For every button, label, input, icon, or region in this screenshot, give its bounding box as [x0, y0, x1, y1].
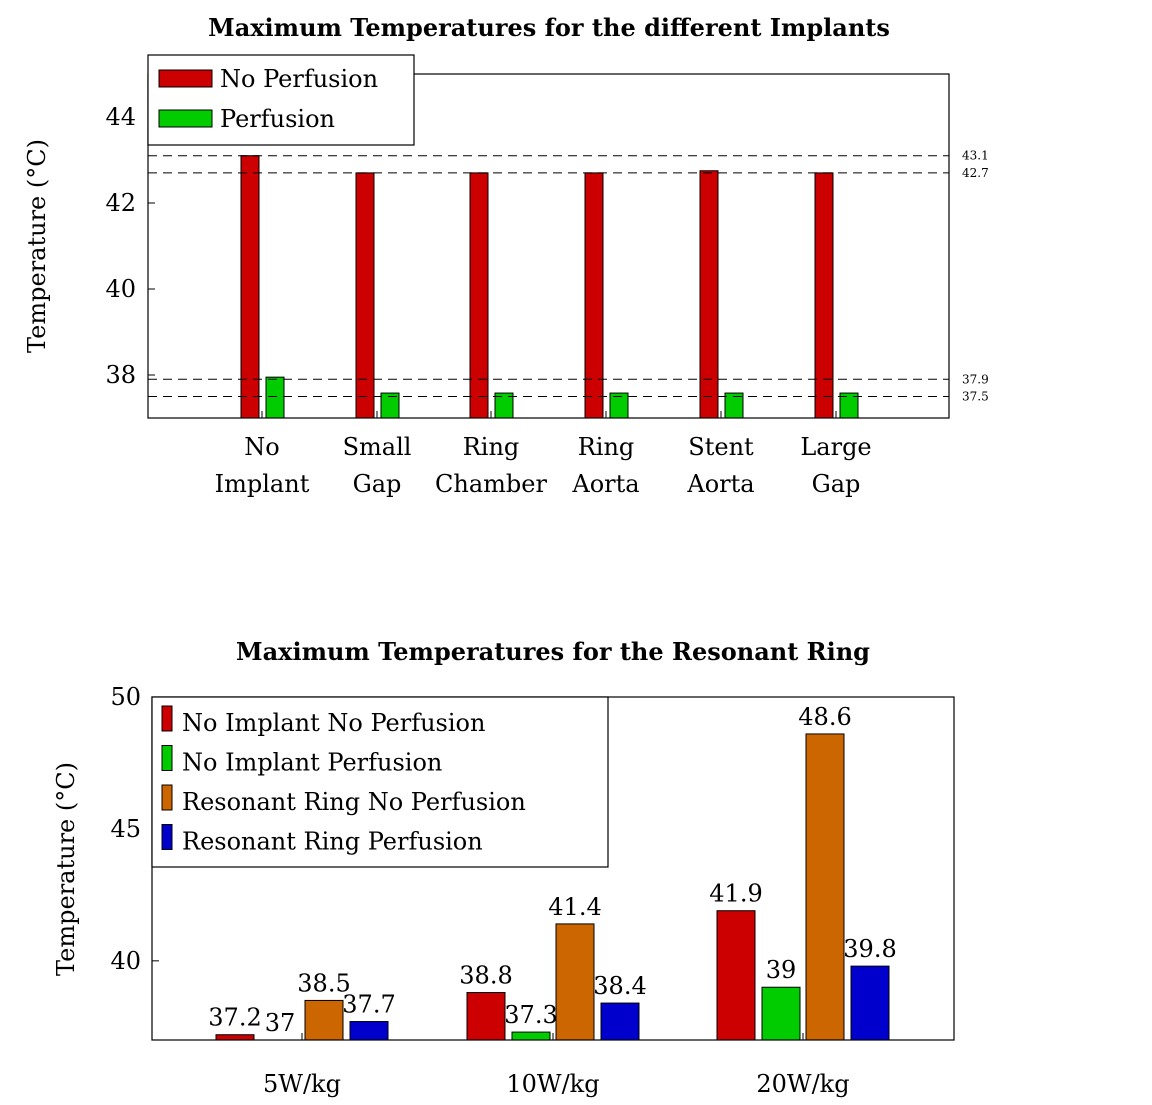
data-label: 37.7	[342, 991, 395, 1019]
data-label: 48.6	[798, 703, 851, 731]
legend-swatch-resonant-ring-perfusion	[161, 824, 173, 850]
reference-line-label: 37.5	[962, 390, 989, 404]
legend-label-resonant-ring-perfusion: Resonant Ring Perfusion	[182, 828, 483, 856]
bar-resonant-ring-perfusion-20w-kg	[850, 965, 890, 1041]
bar-no-implant-perfusion-10w-kg	[511, 1031, 551, 1041]
chart1-ylabel: Temperature (°C)	[23, 139, 51, 353]
data-label: 37.3	[504, 1001, 557, 1029]
resonant-ring-chart: Maximum Temperatures for the Resonant Ri…	[52, 637, 955, 1098]
bar-no-implant-perfusion-20w-kg	[761, 986, 801, 1041]
x-tick-label-no-implant: No Implant	[215, 433, 310, 498]
y-tick-label: 44	[105, 103, 136, 131]
legend-label-no-implant-perfusion: No Implant Perfusion	[182, 749, 442, 777]
reference-line-label: 43.1	[962, 149, 989, 163]
legend-label-perfusion: Perfusion	[220, 105, 335, 133]
y-tick-label: 50	[110, 683, 141, 711]
bar-no-perfusion-5	[699, 170, 719, 419]
legend-swatch-no-perfusion	[158, 69, 213, 88]
reference-line-label: 42.7	[962, 166, 989, 180]
x-tick-label-stent-aorta: Stent Aorta	[686, 433, 754, 498]
chart1-plot-frame	[147, 73, 950, 419]
legend-box	[151, 696, 609, 868]
x-tick-label-small-gap: Small Gap	[343, 433, 412, 498]
bar-no-perfusion-2	[355, 172, 375, 419]
y-tick-label: 45	[110, 815, 141, 843]
legend-label-no-implant-no-perfusion: No Implant No Perfusion	[182, 709, 485, 737]
y-tick-label: 40	[105, 275, 136, 303]
data-label: 37.2	[208, 1004, 261, 1032]
data-label: 37	[265, 1009, 296, 1037]
bar-resonant-ring-no-perfusion-20w-kg	[805, 733, 845, 1041]
data-label: 41.4	[548, 893, 601, 921]
x-tick-label-ring-aorta: Ring Aorta	[571, 433, 639, 498]
data-label: 39.8	[843, 935, 896, 963]
data-label: 38.4	[593, 972, 646, 1000]
reference-line-label: 37.9	[962, 372, 989, 386]
x-tick-label-ring-chamber: Ring Chamber	[435, 433, 547, 498]
bar-resonant-ring-no-perfusion-10w-kg	[555, 923, 595, 1041]
bar-resonant-ring-perfusion-5w-kg	[349, 1021, 389, 1041]
x-tick-label-20w-kg: 20W/kg	[756, 1070, 849, 1098]
implants-chart: Maximum Temperatures for the different I…	[23, 13, 989, 498]
data-label: 41.9	[709, 880, 762, 908]
chart1-legend: No Perfusion Perfusion	[147, 54, 415, 146]
bar-no-perfusion-6	[814, 172, 834, 419]
legend-swatch-resonant-ring-no-perfusion	[161, 784, 173, 811]
bar-no-perfusion-3	[469, 172, 489, 419]
legend-label-no-perfusion: No Perfusion	[220, 65, 378, 93]
x-tick-label-5w-kg: 5W/kg	[263, 1070, 341, 1098]
legend-swatch-no-implant-no-perfusion	[161, 705, 173, 732]
x-tick-label-large-gap: Large Gap	[800, 433, 871, 498]
x-tick-label-10w-kg: 10W/kg	[506, 1070, 599, 1098]
chart2-title: Maximum Temperatures for the Resonant Ri…	[236, 637, 870, 666]
legend-swatch-no-implant-perfusion	[161, 745, 173, 771]
bar-no-implant-no-perfusion-20w-kg	[716, 910, 756, 1041]
bar-resonant-ring-no-perfusion-5w-kg	[304, 999, 344, 1041]
data-label: 39	[766, 956, 797, 984]
legend-label-resonant-ring-no-perfusion: Resonant Ring No Perfusion	[182, 788, 526, 816]
bar-perfusion-1	[265, 376, 285, 419]
bar-resonant-ring-perfusion-10w-kg	[600, 1002, 640, 1041]
y-tick-label: 40	[110, 947, 141, 975]
y-tick-label: 42	[105, 189, 136, 217]
bar-no-perfusion-4	[584, 172, 604, 419]
bar-no-implant-no-perfusion-5w-kg	[215, 1034, 255, 1041]
bar-no-implant-no-perfusion-10w-kg	[466, 992, 506, 1041]
chart2-legend: No Implant No Perfusion No Implant Perfus…	[151, 696, 609, 868]
bar-no-perfusion-1	[240, 155, 260, 419]
chart1-title: Maximum Temperatures for the different I…	[208, 13, 890, 42]
chart2-ylabel: Temperature (°C)	[52, 762, 80, 976]
data-label: 38.5	[297, 969, 350, 997]
legend-swatch-perfusion	[158, 109, 213, 128]
y-tick-label: 38	[105, 361, 136, 389]
data-label: 38.8	[459, 962, 512, 990]
